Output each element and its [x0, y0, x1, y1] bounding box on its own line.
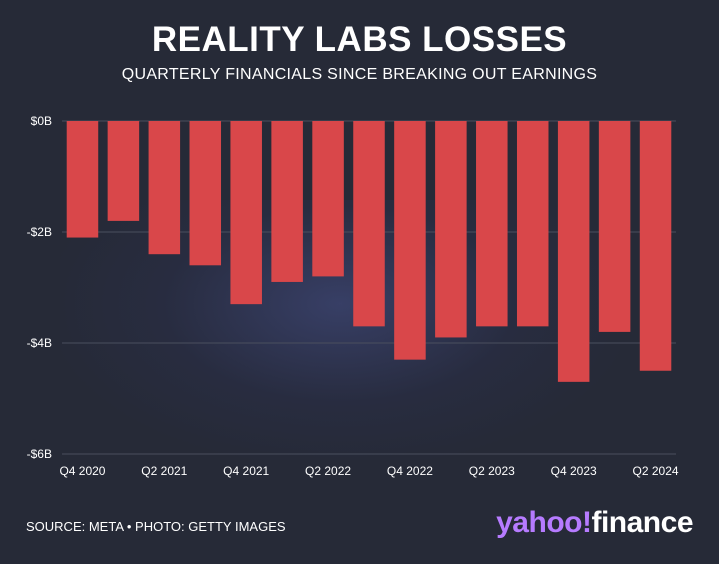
chart-title: REALITY LABS LOSSES [151, 20, 568, 59]
x-tick-label: Q2 2024 [633, 464, 679, 478]
bar-q1-2024 [598, 121, 631, 332]
logo-finance: finance [591, 506, 693, 539]
yahoo-finance-logo: yahoo!finance [496, 506, 693, 540]
x-tick-label: Q4 2020 [59, 464, 105, 478]
x-tick-label: Q2 2021 [141, 464, 187, 478]
y-axis-ticks: $0B -$2B -$4B -$6B [27, 114, 52, 461]
bar-q2-2023 [476, 121, 508, 327]
bar-q4-2020 [66, 121, 99, 238]
bar-q3-2021 [189, 121, 222, 266]
x-tick-label: Q4 2022 [387, 464, 433, 478]
y-tick-label: $0B [31, 114, 52, 128]
bar-q4-2022 [394, 121, 426, 360]
logo-yahoo: yahoo! [496, 506, 592, 539]
bar-chart: $0B -$2B -$4B -$6B Q4 2020 Q2 2021 Q4 2021 Q2 … [27, 114, 679, 478]
y-tick-label: -$4B [27, 336, 52, 350]
x-tick-label: Q2 2022 [305, 464, 351, 478]
bars [66, 121, 672, 382]
bar-q1-2021 [107, 121, 140, 221]
bar-q4-2021 [230, 121, 262, 305]
source-credit: SOURCE: META • PHOTO: GETTY IMAGES [26, 519, 286, 534]
bar-q3-2023 [516, 121, 549, 327]
y-tick-label: -$6B [27, 447, 52, 461]
chart-subtitle: QUARTERLY FINANCIALS SINCE BREAKING OUT … [121, 66, 598, 83]
y-tick-label: -$2B [27, 225, 52, 239]
x-tick-label: Q4 2021 [223, 464, 269, 478]
bar-q3-2022 [353, 121, 385, 327]
bar-q2-2021 [148, 121, 181, 255]
x-tick-label: Q4 2023 [551, 464, 597, 478]
bar-q4-2023 [557, 121, 590, 382]
bar-q2-2022 [312, 121, 344, 277]
bar-q1-2023 [435, 121, 467, 338]
bar-q2-2024 [639, 121, 672, 371]
x-tick-label: Q2 2023 [469, 464, 515, 478]
bar-q1-2022 [271, 121, 303, 282]
x-axis-ticks: Q4 2020 Q2 2021 Q4 2021 Q2 2022 Q4 2022 Q2 20… [59, 464, 678, 478]
